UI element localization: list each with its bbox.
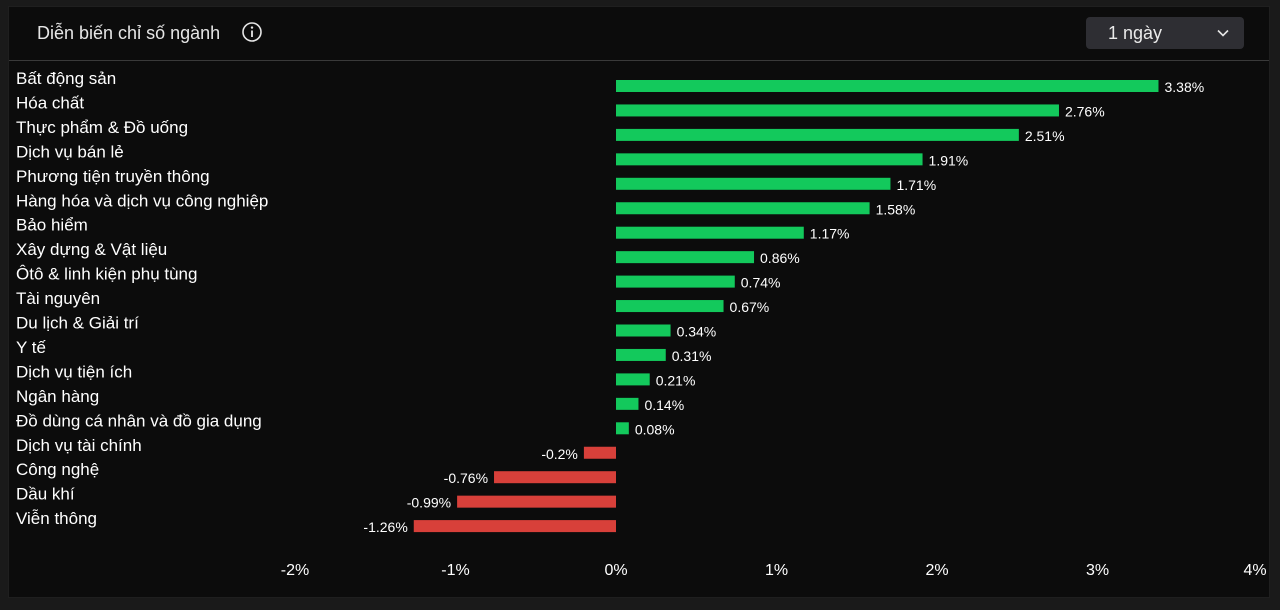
- value-label: -1.26%: [363, 519, 407, 535]
- category-label: Viễn thông: [16, 509, 97, 528]
- category-label: Dịch vụ bán lẻ: [16, 142, 124, 161]
- category-label: Đồ dùng cá nhân và đồ gia dụng: [16, 411, 262, 430]
- category-label: Xây dựng & Vật liệu: [16, 240, 167, 259]
- bar[interactable]: [583, 446, 616, 459]
- bar[interactable]: [616, 251, 755, 264]
- value-label: 1.17%: [810, 226, 850, 242]
- value-label: -0.76%: [444, 470, 488, 486]
- period-select[interactable]: 1 ngày: [1086, 17, 1244, 49]
- x-tick-label: 3%: [1086, 562, 1109, 579]
- bar[interactable]: [616, 373, 650, 386]
- bar[interactable]: [413, 520, 616, 533]
- bar[interactable]: [616, 153, 923, 166]
- value-label: 0.08%: [635, 421, 675, 437]
- x-tick-label: 4%: [1243, 562, 1266, 579]
- panel-title: Diễn biến chỉ số ngành: [37, 23, 221, 43]
- category-label: Tài nguyên: [16, 289, 100, 308]
- value-label: 0.86%: [760, 250, 800, 266]
- info-icon[interactable]: [241, 21, 263, 43]
- chevron-down-icon: [1217, 29, 1229, 37]
- category-label: Thực phẩm & Đồ uống: [16, 118, 188, 137]
- x-tick-label: 2%: [925, 562, 948, 579]
- value-label: 3.38%: [1164, 79, 1204, 95]
- period-select-value: 1 ngày: [1108, 23, 1163, 43]
- bar[interactable]: [494, 471, 616, 484]
- bar[interactable]: [616, 324, 671, 337]
- bar[interactable]: [616, 177, 891, 190]
- bar[interactable]: [616, 226, 804, 239]
- bar[interactable]: [616, 422, 629, 435]
- category-label: Bảo hiểm: [16, 216, 88, 235]
- value-label: 2.51%: [1025, 128, 1065, 144]
- bar[interactable]: [616, 202, 870, 215]
- category-label: Dầu khí: [16, 485, 75, 504]
- category-label: Phương tiện truyền thông: [16, 167, 210, 186]
- bar[interactable]: [616, 397, 639, 410]
- value-label: 1.58%: [876, 201, 916, 217]
- value-label: 0.67%: [730, 299, 770, 315]
- category-label: Ôtô & linh kiện phụ tùng: [16, 265, 197, 284]
- x-tick-label: -1%: [441, 562, 469, 579]
- category-label: Hàng hóa và dịch vụ công nghiệp: [16, 191, 268, 210]
- bar[interactable]: [457, 495, 616, 508]
- value-label: 2.76%: [1065, 103, 1105, 119]
- category-label: Du lịch & Giải trí: [16, 314, 139, 333]
- value-label: 1.91%: [929, 152, 969, 168]
- bar[interactable]: [616, 300, 724, 313]
- value-label: 0.34%: [677, 324, 717, 340]
- category-label: Ngân hàng: [16, 387, 99, 406]
- value-label: 0.21%: [656, 372, 696, 388]
- bar[interactable]: [616, 104, 1059, 117]
- value-label: 0.74%: [741, 275, 781, 291]
- panel-header: Diễn biến chỉ số ngành 1 ngày: [9, 7, 1269, 61]
- value-label: 0.14%: [644, 397, 684, 413]
- x-tick-label: -2%: [281, 562, 309, 579]
- category-label: Bất động sản: [16, 69, 116, 88]
- category-label: Dịch vụ tiện ích: [16, 362, 132, 381]
- category-label: Công nghệ: [16, 460, 99, 479]
- category-label: Dịch vụ tài chính: [16, 436, 142, 455]
- value-label: 0.31%: [672, 348, 712, 364]
- category-label: Y tế: [16, 338, 46, 357]
- value-label: -0.99%: [407, 495, 451, 511]
- category-label: Hóa chất: [16, 93, 84, 112]
- bar[interactable]: [616, 128, 1019, 141]
- value-label: -0.2%: [541, 446, 578, 462]
- bar[interactable]: [616, 348, 666, 361]
- bar[interactable]: [616, 275, 735, 288]
- value-label: 1.71%: [896, 177, 936, 193]
- x-tick-label: 1%: [765, 562, 788, 579]
- bar[interactable]: [616, 80, 1159, 92]
- x-tick-label: 0%: [604, 562, 627, 579]
